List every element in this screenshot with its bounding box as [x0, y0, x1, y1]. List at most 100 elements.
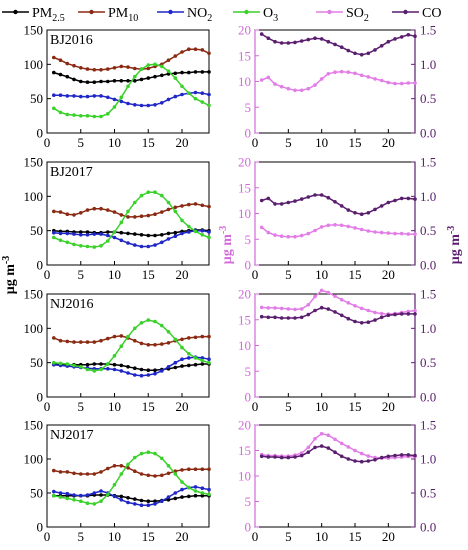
- data-point: [126, 241, 130, 245]
- data-point: [379, 230, 384, 235]
- data-point: [200, 334, 205, 339]
- data-point: [65, 94, 70, 98]
- data-point: [273, 233, 277, 237]
- data-point: [353, 211, 357, 215]
- data-point: [92, 80, 97, 84]
- data-point: [346, 48, 351, 53]
- y-tick-label: 50: [30, 486, 43, 501]
- data-point: [200, 48, 205, 52]
- x-tick-label: 15: [142, 267, 155, 282]
- x-tick-label: 15: [142, 135, 155, 150]
- data-point: [99, 499, 103, 504]
- data-point: [393, 37, 397, 41]
- data-point: [133, 74, 137, 79]
- data-point: [65, 74, 70, 79]
- series-line: [261, 194, 416, 215]
- data-point: [333, 223, 337, 227]
- data-point: [180, 487, 184, 492]
- data-point: [393, 198, 397, 203]
- y-tick-label: 0: [37, 390, 44, 405]
- data-point: [126, 462, 130, 467]
- data-point: [353, 51, 357, 56]
- y-tick-label: 0: [245, 258, 252, 273]
- data-point: [187, 91, 191, 95]
- data-point: [207, 492, 211, 497]
- data-point: [339, 223, 344, 228]
- data-point: [200, 491, 205, 495]
- data-point: [72, 363, 76, 368]
- data-point: [160, 369, 164, 373]
- panel-pollutants-3: 0 5 10 15 20 0 50 100 150 NJ2016: [24, 287, 211, 414]
- data-point: [173, 76, 178, 80]
- data-point: [359, 459, 364, 464]
- data-point: [386, 231, 391, 235]
- data-point: [139, 451, 144, 456]
- data-point: [200, 467, 205, 472]
- x-tick-label: 0: [252, 135, 259, 150]
- data-point: [286, 316, 291, 320]
- plot-frame: [46, 293, 210, 398]
- data-point: [293, 455, 297, 459]
- data-point: [85, 367, 90, 372]
- data-point: [313, 193, 317, 197]
- y-tick-label: 1.0: [420, 452, 436, 467]
- data-point: [52, 360, 56, 365]
- data-point: [133, 366, 137, 371]
- data-point: [139, 214, 144, 218]
- data-point: [193, 362, 198, 367]
- y-tick-label: 0.0: [420, 520, 436, 535]
- data-point: [126, 79, 130, 83]
- data-point: [386, 313, 391, 318]
- data-point: [72, 340, 76, 344]
- y-tick-label: 15: [238, 443, 251, 458]
- data-point: [85, 472, 90, 476]
- legend-label-subscript: 2: [207, 13, 212, 24]
- data-point: [166, 495, 171, 499]
- data-point: [160, 210, 164, 214]
- data-point: [166, 464, 171, 468]
- data-point: [119, 64, 124, 69]
- y-tick-label: 5: [245, 232, 252, 247]
- data-point: [313, 228, 317, 233]
- data-point: [353, 304, 357, 308]
- legend-label: PM2.5: [32, 6, 65, 24]
- data-point: [58, 491, 63, 495]
- data-point: [126, 496, 130, 500]
- y-tick-label: 1.5: [420, 287, 436, 302]
- data-point: [119, 363, 124, 368]
- data-point: [193, 229, 198, 234]
- data-point: [92, 206, 97, 211]
- series-o3: [52, 190, 211, 249]
- y-tick-label: 1.0: [420, 57, 436, 72]
- y-tick-label: 10: [238, 338, 251, 353]
- data-point: [146, 66, 151, 71]
- data-point: [166, 471, 171, 476]
- y-tick-label: 20: [238, 287, 251, 302]
- data-point: [406, 196, 411, 201]
- legend-label-subscript: 10: [128, 13, 138, 24]
- data-point: [133, 502, 137, 506]
- legend-label-subscript: 2: [364, 13, 369, 24]
- x-tick-label: 10: [315, 399, 328, 414]
- data-point: [72, 471, 76, 476]
- y-tick-label: 10: [238, 74, 251, 89]
- data-point: [166, 237, 171, 241]
- data-point: [399, 35, 404, 39]
- data-point: [187, 356, 191, 360]
- series-line: [53, 48, 210, 71]
- data-point: [146, 373, 151, 377]
- y-tick-label: 20: [238, 155, 251, 170]
- data-point: [393, 312, 397, 317]
- data-point: [79, 244, 83, 248]
- data-point: [65, 240, 70, 245]
- legend-label: PM10: [108, 6, 138, 24]
- data-point: [52, 336, 56, 340]
- data-point: [180, 84, 184, 89]
- data-point: [200, 228, 205, 233]
- data-point: [166, 365, 171, 369]
- legend-swatch-marker: [168, 9, 173, 15]
- legend-label-base: NO: [187, 6, 207, 21]
- data-point: [133, 200, 137, 205]
- legend-item-so2: SO2: [316, 6, 369, 24]
- data-point: [139, 67, 144, 71]
